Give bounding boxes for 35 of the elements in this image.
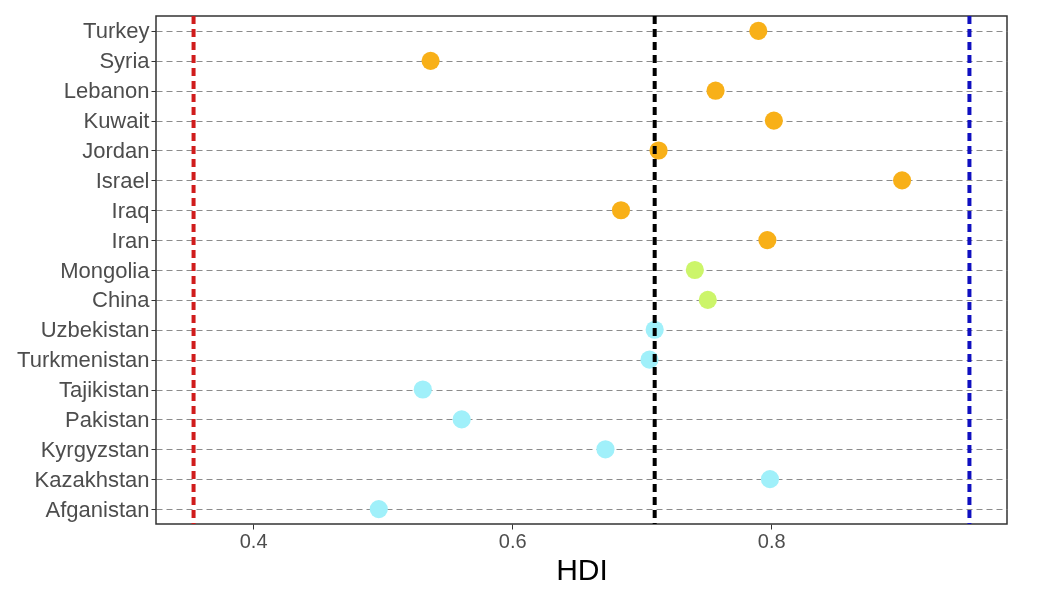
- point: [421, 51, 440, 70]
- y-tick-label: Kyrgyzstan: [40, 436, 150, 462]
- y-tick-label: Iraq: [111, 197, 150, 223]
- point: [685, 260, 704, 280]
- y-tick-label: Uzbekistan: [40, 317, 150, 343]
- y-tick-label: Afganistan: [45, 496, 150, 522]
- point: [893, 171, 912, 190]
- y-tick-label: Israel: [95, 167, 150, 193]
- point: [452, 410, 471, 429]
- y-tick-label: China: [92, 287, 151, 313]
- y-tick-label: Turkmenistan: [17, 347, 150, 373]
- point: [706, 81, 725, 100]
- x-tick-label: 0.4: [239, 529, 268, 552]
- y-tick-label: Iran: [111, 227, 150, 253]
- y-tick-label: Turkey: [83, 18, 150, 44]
- point: [369, 499, 388, 519]
- point: [413, 380, 432, 399]
- y-tick-label: Syria: [99, 48, 151, 74]
- point: [698, 290, 717, 309]
- y-tick-label: Lebanon: [63, 78, 150, 104]
- point: [760, 470, 780, 489]
- point: [758, 231, 777, 250]
- x-tick-label: 0.6: [498, 529, 527, 552]
- point: [764, 111, 783, 130]
- y-tick-label: Kuwait: [83, 108, 150, 134]
- point: [596, 440, 615, 459]
- y-tick-label: Mongolia: [60, 257, 151, 283]
- y-tick-label: Kazakhstan: [34, 466, 150, 492]
- x-axis-title: HDI: [556, 552, 608, 586]
- y-tick-label: Tajikistan: [59, 377, 150, 403]
- y-tick-label: Pakistan: [65, 406, 150, 432]
- y-tick-label: Jordan: [82, 137, 150, 163]
- point: [749, 21, 768, 41]
- x-tick-label: 0.8: [757, 529, 786, 552]
- point: [611, 201, 631, 220]
